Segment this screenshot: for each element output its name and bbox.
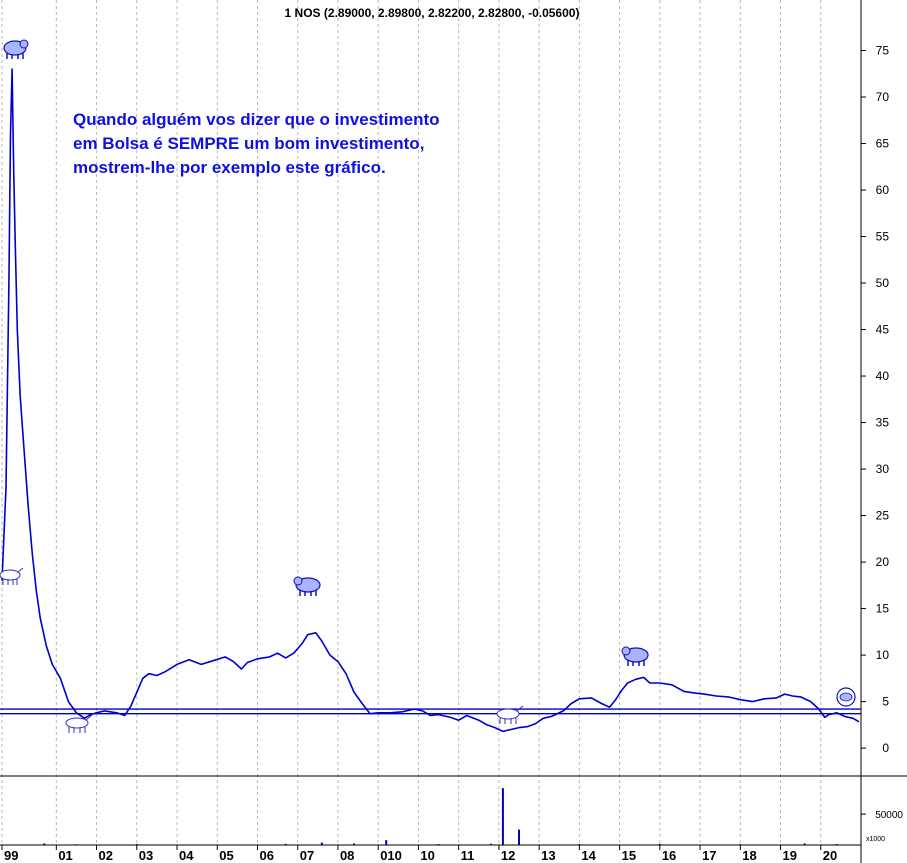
price-tick-label: 30 xyxy=(876,462,890,476)
price-tick-label: 40 xyxy=(876,369,890,383)
annotation-line-3: mostrem-lhe por exemplo este gráfico. xyxy=(73,158,386,177)
price-axis: 0 5 10 15 20 25 30 35 40 45 50 55 60 65 70 75 xyxy=(861,44,890,755)
price-tick-label: 50 xyxy=(876,276,890,290)
price-tick-label: 45 xyxy=(876,323,890,337)
time-tick-label: 17 xyxy=(702,848,716,863)
vertical-gridlines xyxy=(1,0,822,845)
bull-icon xyxy=(0,567,24,585)
time-tick-label: 08 xyxy=(340,848,354,863)
price-tick-label: 0 xyxy=(882,741,889,755)
volume-scale-label: x1000 xyxy=(866,836,885,843)
time-tick-label: 11 xyxy=(461,848,475,863)
time-tick-label: 16 xyxy=(662,848,676,863)
price-tick-label: 75 xyxy=(876,44,890,58)
bull-icon xyxy=(65,714,93,733)
price-tick-label: 70 xyxy=(876,90,890,104)
time-tick-label: 19 xyxy=(783,848,797,863)
price-tick-label: 25 xyxy=(876,509,890,523)
time-tick-label: 10 xyxy=(420,848,434,863)
time-tick-label: 01 xyxy=(58,848,72,863)
price-tick-label: 10 xyxy=(876,648,890,662)
time-tick-label: 18 xyxy=(742,848,756,863)
volume-tick-label: 50000 xyxy=(875,810,903,821)
bear-icon xyxy=(3,39,29,59)
price-tick-label: 35 xyxy=(876,416,890,430)
bear-icon xyxy=(836,687,856,707)
price-tick-label: 5 xyxy=(882,695,889,709)
price-tick-label: 60 xyxy=(876,183,890,197)
bear-icon xyxy=(621,646,649,666)
time-tick-label: 15 xyxy=(622,848,636,863)
time-tick-label: 99 xyxy=(4,848,18,863)
bull-icon xyxy=(496,705,524,724)
price-tick-label: 15 xyxy=(876,602,890,616)
price-tick-label: 65 xyxy=(876,137,890,151)
chart-title: 1 NOS (2.89000, 2.89800, 2.82200, 2.8280… xyxy=(285,6,580,20)
time-tick-label: 010 xyxy=(380,848,402,863)
price-tick-label: 55 xyxy=(876,230,890,244)
support-lines xyxy=(0,708,861,715)
volume-axis: 50000 xyxy=(861,810,903,821)
time-tick-label: 14 xyxy=(581,848,596,863)
price-line xyxy=(1,68,860,733)
annotation-line-2: em Bolsa é SEMPRE um bom investimento, xyxy=(73,134,424,153)
time-tick-label: 04 xyxy=(179,848,194,863)
annotation-line-1: Quando alguém vos dizer que o investimen… xyxy=(73,110,440,129)
time-tick-label: 06 xyxy=(259,848,273,863)
price-series xyxy=(1,68,860,733)
time-tick-label: 07 xyxy=(300,848,314,863)
time-tick-label: 03 xyxy=(139,848,153,863)
time-tick-label: 02 xyxy=(99,848,113,863)
price-tick-label: 20 xyxy=(876,555,890,569)
time-tick-label: 20 xyxy=(823,848,837,863)
bear-icon xyxy=(293,576,321,596)
time-tick-label: 12 xyxy=(501,848,515,863)
time-tick-label: 05 xyxy=(219,848,233,863)
time-axis: 99 01 02 03 04 05 06 07 08 010 10 11 12 13 14 15 16 17 18 1… xyxy=(1,845,837,863)
time-tick-label: 13 xyxy=(541,848,555,863)
